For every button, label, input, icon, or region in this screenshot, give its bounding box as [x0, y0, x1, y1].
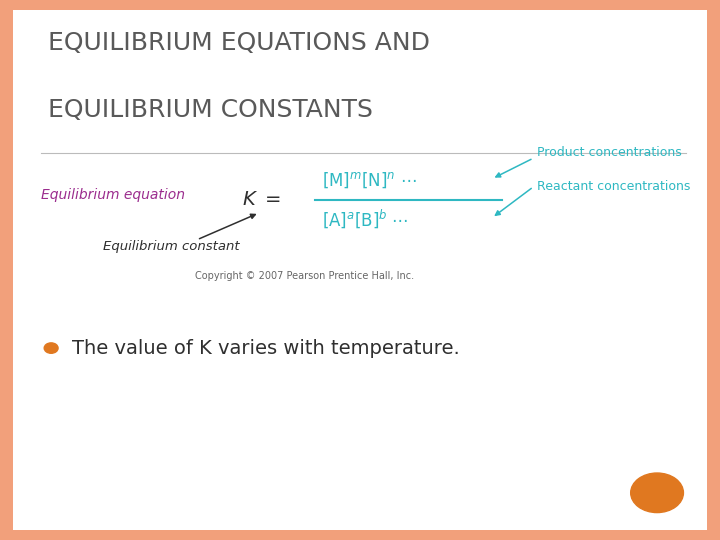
Text: $K\ =$: $K\ =$	[242, 190, 282, 209]
Text: EQUILIBRIUM EQUATIONS AND: EQUILIBRIUM EQUATIONS AND	[48, 31, 430, 55]
Text: $[\mathrm{M}]^{m}[\mathrm{N}]^{n}\ \cdots$: $[\mathrm{M}]^{m}[\mathrm{N}]^{n}\ \cdot…	[322, 171, 417, 190]
Text: EQUILIBRIUM CONSTANTS: EQUILIBRIUM CONSTANTS	[48, 98, 372, 122]
Text: The value of K varies with temperature.: The value of K varies with temperature.	[72, 339, 459, 357]
Text: $[\mathrm{A}]^{a}[\mathrm{B}]^{b}\ \cdots$: $[\mathrm{A}]^{a}[\mathrm{B}]^{b}\ \cdot…	[322, 207, 408, 231]
Circle shape	[44, 343, 58, 353]
Circle shape	[631, 473, 683, 512]
Text: Equilibrium equation: Equilibrium equation	[41, 187, 185, 201]
Text: Product concentrations: Product concentrations	[537, 146, 682, 159]
Text: Copyright © 2007 Pearson Prentice Hall, Inc.: Copyright © 2007 Pearson Prentice Hall, …	[195, 271, 414, 281]
Text: Reactant concentrations: Reactant concentrations	[537, 180, 690, 193]
Text: Equilibrium constant: Equilibrium constant	[103, 240, 240, 253]
